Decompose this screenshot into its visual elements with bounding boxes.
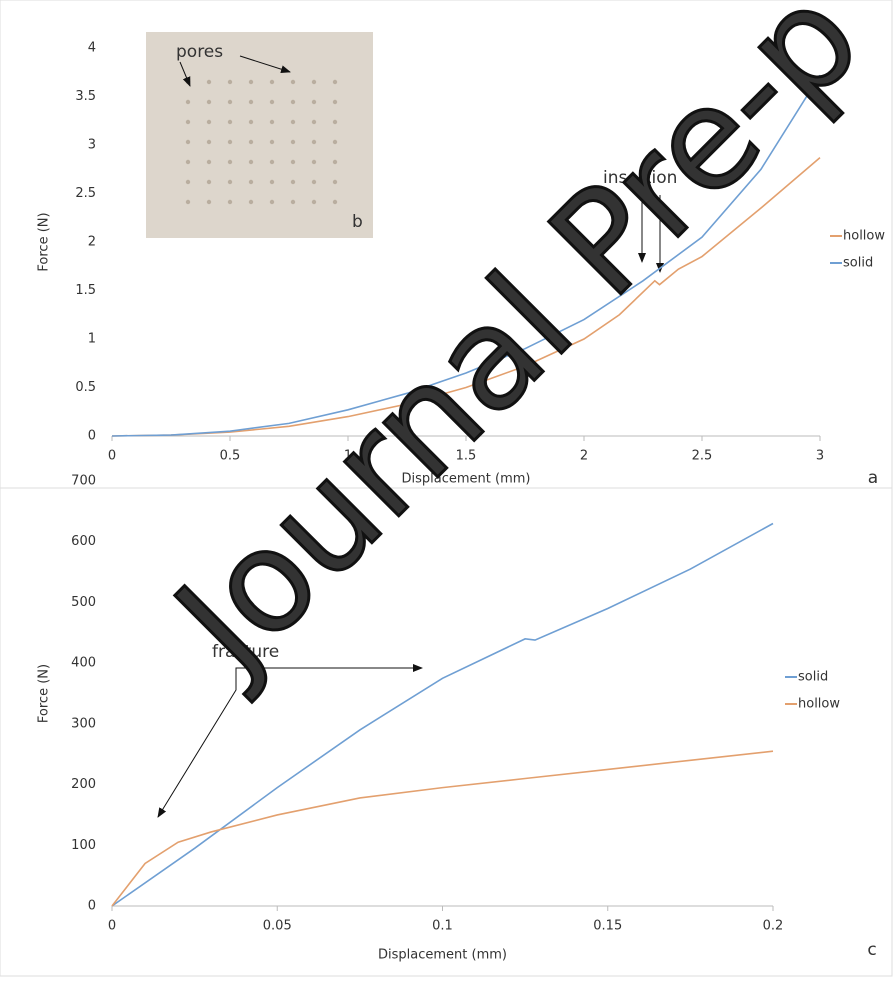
x-tick-label: 1.5 <box>456 449 477 464</box>
x-tick-label: 0 <box>108 449 116 464</box>
y-tick-label: 2 <box>88 235 96 250</box>
legend-label: hollow <box>843 229 885 244</box>
panel-frame <box>0 487 893 977</box>
line <box>111 750 774 907</box>
panel-label: a <box>868 468 878 488</box>
x-tick-label: 2 <box>580 449 588 464</box>
annotation: fracture <box>212 642 279 662</box>
x-tick-label: 3 <box>816 449 824 464</box>
x-axis-label: Displacement (mm) <box>378 948 507 963</box>
y-tick-label: 0 <box>88 429 96 444</box>
x-axis-label: Displacement (mm) <box>402 472 531 487</box>
x-tick-label: 0.05 <box>263 919 292 934</box>
x-tick-label: 2.5 <box>692 449 713 464</box>
y-tick-label: 500 <box>71 595 96 610</box>
inset-photo <box>146 32 373 238</box>
annotation: insertion <box>603 168 677 188</box>
legend-label: solid <box>843 256 873 271</box>
y-tick-label: 2.5 <box>75 186 96 201</box>
y-tick-label: 400 <box>71 656 96 671</box>
y-tick-label: 200 <box>71 777 96 792</box>
x-tick-label: 0.2 <box>763 919 784 934</box>
panel-label: c <box>867 940 876 960</box>
line <box>111 74 821 437</box>
arrow <box>179 61 191 87</box>
annotation: pores <box>176 42 223 62</box>
y-tick-label: 100 <box>71 838 96 853</box>
y-tick-label: 700 <box>71 474 96 489</box>
y-tick-label: 0.5 <box>75 380 96 395</box>
line <box>111 157 821 437</box>
y-tick-label: 0 <box>88 899 96 914</box>
y-axis-label: Force (N) <box>37 664 52 723</box>
x-tick-label: 0.15 <box>593 919 622 934</box>
y-tick-label: 3.5 <box>75 89 96 104</box>
x-tick-label: 0 <box>108 919 116 934</box>
x-tick-label: 1 <box>344 449 352 464</box>
legend-label: hollow <box>798 697 840 712</box>
y-axis-label: Force (N) <box>37 212 52 271</box>
line <box>111 522 774 907</box>
arrow <box>239 55 291 74</box>
y-tick-label: 4 <box>88 41 96 56</box>
annotation: b <box>352 212 363 232</box>
y-tick-label: 600 <box>71 534 96 549</box>
y-tick-label: 1 <box>88 332 96 347</box>
x-tick-label: 0.5 <box>220 449 241 464</box>
x-tick-label: 0.1 <box>432 919 453 934</box>
legend-label: solid <box>798 670 828 685</box>
y-tick-label: 1.5 <box>75 283 96 298</box>
y-tick-label: 300 <box>71 716 96 731</box>
y-tick-label: 3 <box>88 138 96 153</box>
